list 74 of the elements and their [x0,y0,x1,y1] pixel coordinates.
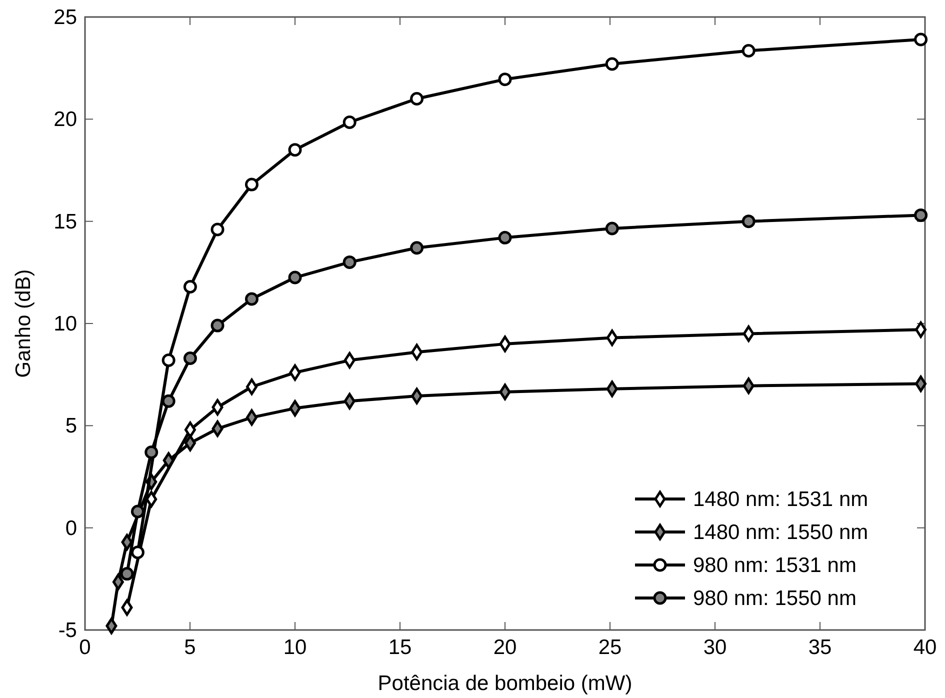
point [742,325,754,342]
point [130,546,144,560]
x-tick-label: 40 [913,636,937,659]
point [605,222,619,236]
x-tick-label: 10 [283,636,307,659]
legend-label: 980 nm: 1550 nm [693,587,856,610]
legend-label: 980 nm: 1531 nm [693,554,856,577]
point [162,394,176,408]
point [183,351,197,365]
point [742,44,756,58]
y-tick-label: 10 [54,312,77,336]
point [121,534,133,550]
y-tick-label: 15 [54,210,77,234]
point [499,384,511,400]
point [210,318,224,332]
point [411,388,423,404]
point [605,57,619,71]
point [289,364,301,381]
point [288,143,302,157]
point [498,230,512,244]
x-tick-label: 35 [808,636,832,659]
point [210,222,224,236]
point [498,72,512,86]
point [915,376,927,392]
point [246,409,258,426]
x-tick-label: 20 [493,636,517,659]
point [914,32,928,46]
x-tick-label: 15 [388,636,412,659]
point [183,280,197,294]
y-tick-label: 20 [54,108,77,132]
y-tick-label: 5 [65,414,77,438]
legend-label: 1480 nm: 1550 nm [693,521,868,544]
x-axis-title: Potência de bombeio (mW) [378,672,632,695]
x-tick-label: 30 [703,636,727,659]
y-tick-label: 25 [54,6,77,29]
point [244,178,258,192]
y-tick-label: 0 [65,516,77,540]
point [499,336,511,352]
x-tick-label: 5 [184,636,196,659]
point [184,422,196,438]
point [289,400,301,417]
point [212,420,224,437]
point [112,574,124,590]
y-tick-label: -5 [58,619,77,642]
point [342,115,356,129]
point [606,380,618,398]
y-axis-title: Ganho (dB) [12,269,35,378]
point [342,255,356,269]
point [121,599,133,616]
point [742,378,754,394]
point [120,567,134,581]
point [288,270,302,284]
point [244,292,258,306]
point [914,208,928,222]
point [246,378,258,396]
point [162,354,176,368]
point [410,92,424,106]
x-tick-label: 25 [598,636,622,659]
point [344,392,356,410]
point [106,618,118,634]
point [410,241,424,255]
x-tick-label: 0 [79,636,91,659]
point [146,490,158,508]
point [742,214,756,228]
point [606,330,618,346]
point [130,504,144,518]
legend-label: 1480 nm: 1531 nm [693,488,868,511]
point [212,399,224,416]
point [915,321,927,338]
point [344,352,356,369]
point [162,452,174,469]
point [144,445,158,459]
point [184,434,196,452]
point [411,344,423,360]
